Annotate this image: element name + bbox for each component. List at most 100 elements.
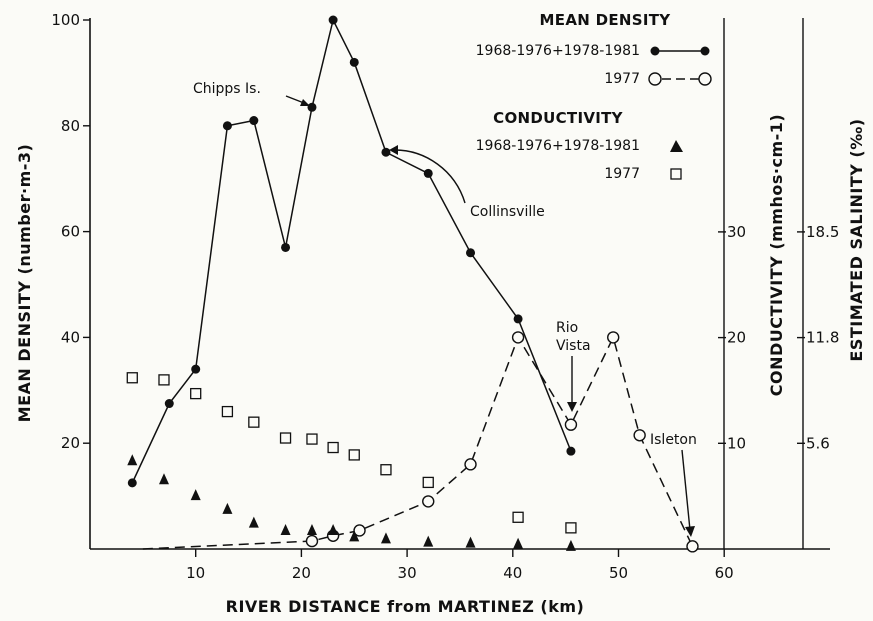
x-tick-label: 50 <box>609 564 628 582</box>
data-point-conductivity-main <box>248 516 259 528</box>
y3-tick-label: 18.5 <box>806 223 839 241</box>
legend-heading-conductivity: CONDUCTIVITY <box>493 109 623 127</box>
x-ticks: 10 20 30 40 50 60 <box>186 549 734 582</box>
data-point-density-1977 <box>633 429 646 442</box>
data-point-density-main <box>566 446 576 456</box>
data-point-conductivity-main <box>328 523 339 535</box>
data-point-conductivity-1977 <box>248 416 260 428</box>
data-point-conductivity-main <box>465 536 476 548</box>
y2-tick-label: 30 <box>727 223 746 241</box>
annotation-vista: Vista <box>556 338 591 354</box>
legend-label-conductivity-1: 1968-1976+1978-1981 <box>476 138 640 154</box>
x-tick-label: 20 <box>292 564 311 582</box>
data-point-density-1977 <box>305 534 319 548</box>
y2-tick-label: 10 <box>727 434 746 452</box>
y3-tick-label: 11.8 <box>806 329 839 347</box>
data-point-conductivity-main <box>513 537 524 549</box>
data-point-density-main <box>222 121 232 131</box>
y-tick-label: 60 <box>61 223 80 241</box>
x-tick-label: 60 <box>715 564 734 582</box>
data-point-conductivity-1977 <box>565 522 577 534</box>
legend-label-density-2: 1977 <box>604 71 640 87</box>
data-point-density-main <box>349 57 359 67</box>
legend-marker-open-circle-2 <box>698 72 712 86</box>
annotation-collinsville: Collinsville <box>470 204 545 220</box>
data-point-density-1977 <box>564 418 578 431</box>
y3-tick-label: 5.6 <box>806 434 830 452</box>
x-axis-title: RIVER DISTANCE from MARTINEZ (km) <box>226 597 585 616</box>
annotations: Chipps Is. Collinsville Rio Vista Isleto… <box>193 81 697 537</box>
data-point-density-1977 <box>607 331 620 344</box>
y-ticks: 20 40 60 80 100 <box>51 11 90 452</box>
legend-marker-open-circle-1 <box>648 72 662 86</box>
x-tick-label: 30 <box>398 564 417 582</box>
data-point-conductivity-1977 <box>422 476 434 489</box>
data-point-conductivity-1977 <box>512 511 524 523</box>
data-point-density-1977 <box>511 331 525 344</box>
y3-axis-title: ESTIMATED SALINITY (‰) <box>847 118 866 361</box>
data-point-density-main <box>249 116 259 126</box>
data-point-conductivity-main <box>565 539 576 551</box>
y2-axis-title: CONDUCTIVITY (mmhos·cm-1) <box>767 114 786 396</box>
data-point-conductivity-1977 <box>380 464 392 476</box>
legend-marker-open-square <box>670 168 682 180</box>
legend-marker-filled-triangle <box>670 140 683 152</box>
data-point-conductivity-main <box>190 489 201 501</box>
data-point-conductivity-main <box>127 454 138 466</box>
data-point-conductivity-main <box>222 502 233 514</box>
legend-marker-filled-circle-2 <box>700 46 710 56</box>
data-point-conductivity-1977 <box>221 405 234 418</box>
data-point-density-1977 <box>353 524 366 537</box>
data-point-conductivity-1977 <box>190 387 202 400</box>
series-line-1 <box>142 335 694 550</box>
legend-marker-filled-circle-1 <box>650 46 660 56</box>
annotation-arrow-chipps <box>285 95 305 104</box>
y-tick-label: 40 <box>61 328 80 346</box>
data-point-density-main <box>191 364 201 374</box>
x-tick-label: 40 <box>503 564 522 582</box>
data-point-conductivity-1977 <box>306 433 318 445</box>
legend-label-density-1: 1968-1976+1978-1981 <box>476 43 640 59</box>
data-point-conductivity-1977 <box>327 441 339 454</box>
annotation-arrow-isleton <box>681 449 691 531</box>
annotation-rio: Rio <box>556 320 578 336</box>
legend-label-conductivity-2: 1977 <box>604 166 640 182</box>
data-point-density-1977 <box>422 495 435 508</box>
data-point-conductivity-main <box>423 535 434 547</box>
annotation-isleton: Isleton <box>650 432 697 448</box>
annotation-arrowhead-collinsville <box>389 145 398 155</box>
annotation-arrowhead-isleton <box>685 526 695 537</box>
legend-heading-density: MEAN DENSITY <box>540 11 672 29</box>
data-point-density-main <box>328 15 338 25</box>
data-point-density-main <box>513 314 523 324</box>
y-tick-label: 80 <box>61 117 80 135</box>
data-point-conductivity-1977 <box>126 372 138 384</box>
data-point-conductivity-1977 <box>158 374 170 386</box>
data-point-conductivity-main <box>306 523 317 535</box>
data-point-density-main <box>381 147 391 157</box>
y3-ticks: 5.6 11.8 18.5 <box>797 223 839 452</box>
data-point-density-main <box>164 399 174 409</box>
data-point-density-main <box>281 242 291 252</box>
y2-ticks: 10 20 30 <box>718 223 746 452</box>
y-tick-label: 100 <box>51 11 80 29</box>
annotation-arrowhead-rio-vista <box>567 402 577 412</box>
data-point-conductivity-1977 <box>348 449 360 461</box>
series-layer <box>126 15 699 553</box>
data-point-conductivity-1977 <box>279 432 292 444</box>
annotation-arrowhead-chipps <box>300 99 310 106</box>
y-tick-label: 20 <box>61 434 80 452</box>
data-point-density-main <box>127 478 137 488</box>
data-point-density-main <box>466 248 476 258</box>
data-point-conductivity-main <box>349 530 360 542</box>
data-point-conductivity-main <box>380 532 391 544</box>
data-point-density-main <box>423 168 433 178</box>
data-point-density-1977 <box>464 458 477 471</box>
data-point-density-main <box>307 102 317 112</box>
data-point-conductivity-main <box>158 473 169 485</box>
legend: MEAN DENSITY 1968-1976+1978-1981 1977 CO… <box>476 11 712 182</box>
y-axis-title: MEAN DENSITY (number·m-3) <box>15 144 34 423</box>
x-tick-label: 10 <box>186 564 205 582</box>
annotation-chipps: Chipps Is. <box>193 81 261 97</box>
